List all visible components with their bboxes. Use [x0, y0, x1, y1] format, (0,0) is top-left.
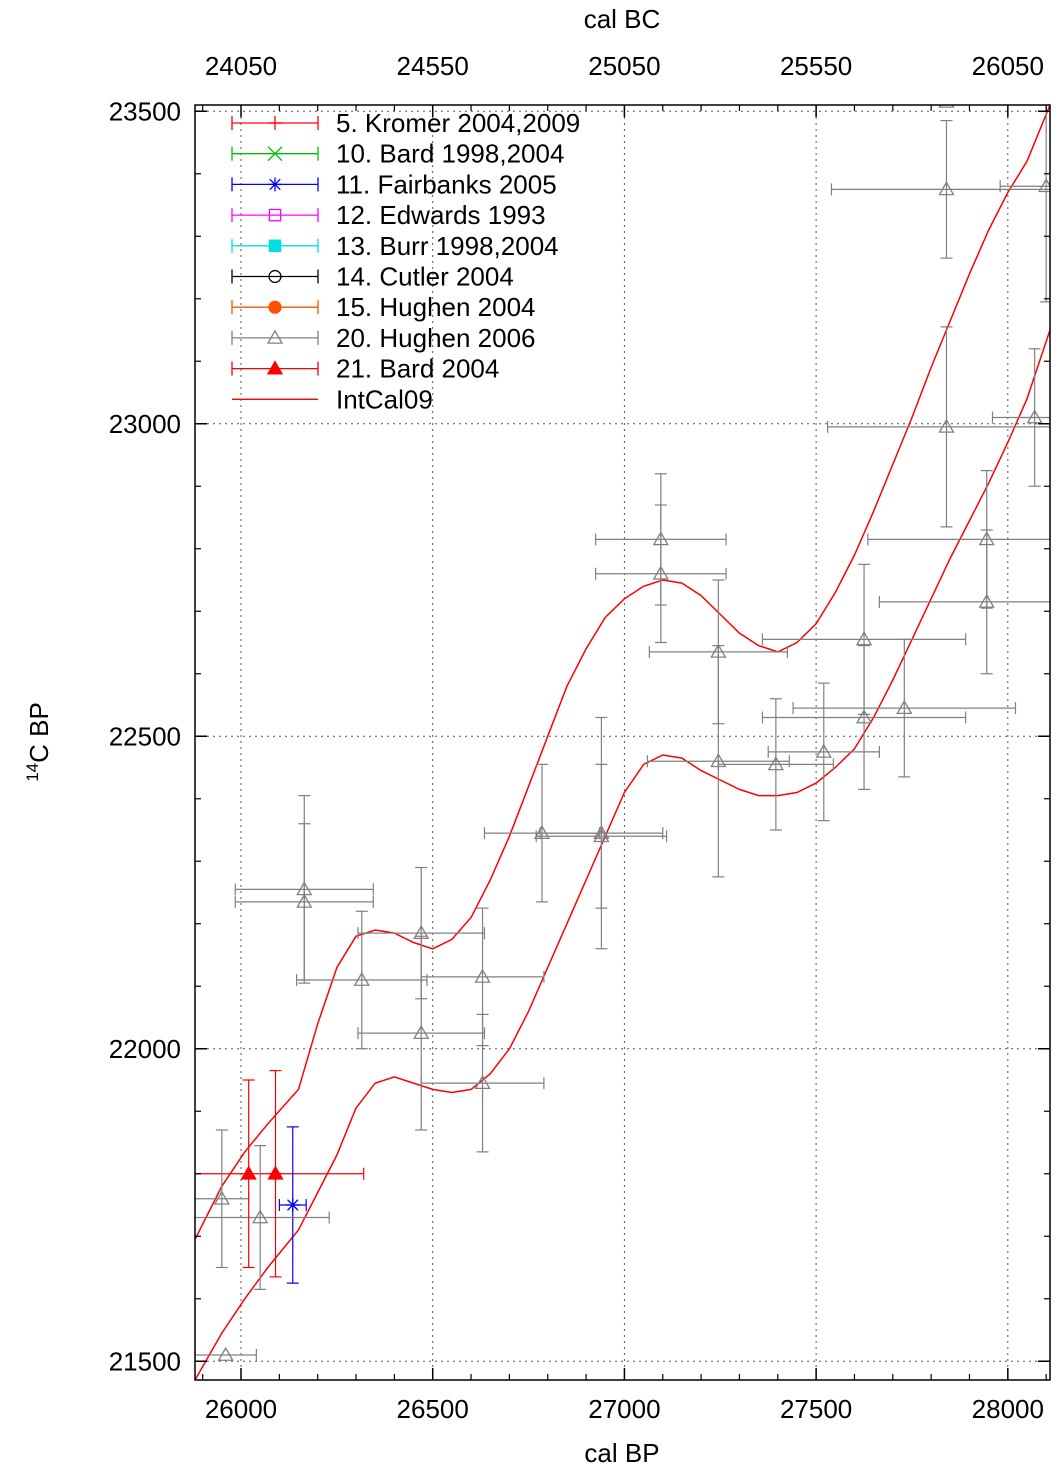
y-tick-label: 22000 [109, 1034, 181, 1064]
point-marker-triangle [217, 1346, 234, 1361]
grid-lines [195, 105, 1050, 1380]
legend-label: 5. Kromer 2004,2009 [336, 108, 580, 138]
x-tick-label: 26000 [205, 1394, 277, 1424]
x2-tick-labels: 24050 24550 25050 25550 26050 [205, 51, 1044, 81]
x2-tick-label: 25550 [780, 51, 852, 81]
intcal09-curves [195, 105, 1050, 1380]
x-tick-label: 26500 [397, 1394, 469, 1424]
legend-entry: 11. Fairbanks 2005 [231, 169, 557, 199]
intcal09-curve [195, 329, 1050, 1380]
series-group [278, 1126, 307, 1284]
x2-tick-label: 25050 [588, 51, 660, 81]
y-tick-label: 23000 [109, 409, 181, 439]
point-marker-triangle [474, 1074, 491, 1090]
point-marker-triangle [533, 824, 551, 840]
point-marker-triangle [267, 1165, 284, 1180]
y-tick-label: 21500 [109, 1346, 181, 1376]
point-marker-triangle [266, 329, 284, 344]
point-marker-circle [268, 300, 282, 314]
point-marker-triangle [855, 709, 873, 724]
point-marker-triangle [652, 565, 669, 580]
legend-entry: 12. Edwards 1993 [231, 200, 546, 230]
x2-axis-title: cal BC [584, 4, 661, 34]
point-marker-triangle [978, 593, 995, 608]
plot-frame [194, 104, 1051, 1381]
y-axis-title-main: C BP [24, 702, 54, 763]
x2-tick-label: 24550 [397, 51, 469, 81]
x-tick-label: 28000 [972, 1394, 1044, 1424]
legend-entry: 13. Burr 1998,2004 [231, 231, 559, 261]
point-marker-square [268, 239, 282, 253]
legend-label: 15. Hughen 2004 [336, 292, 536, 322]
legend-entry: 15. Hughen 2004 [231, 292, 536, 322]
point-marker-star-d2 [269, 178, 281, 191]
point-marker-triangle [213, 1190, 230, 1205]
series-group [195, 105, 1050, 1361]
point-marker-triangle [353, 971, 370, 986]
data-points [195, 105, 1050, 1361]
y-tick-label: 22500 [109, 721, 181, 751]
legend-entry: 5. Kromer 2004,2009 [231, 108, 580, 138]
legend-label: 13. Burr 1998,2004 [336, 231, 559, 261]
legend-label: 20. Hughen 2006 [336, 323, 536, 353]
x-tick-label: 27000 [588, 1394, 660, 1424]
legend-entry: 21. Bard 2004 [231, 354, 499, 384]
point-marker-star-d2 [287, 1199, 299, 1211]
intcal09-curve [195, 105, 1050, 1240]
x-tick-label: 27500 [780, 1394, 852, 1424]
y-axis-title: 14C BP [23, 702, 54, 782]
point-marker-triangle [855, 631, 873, 646]
x-axis-title: cal BP [584, 1438, 659, 1468]
legend-label: 14. Cutler 2004 [336, 262, 514, 292]
x2-tick-label: 24050 [205, 51, 277, 81]
y-tick-label: 23500 [109, 96, 181, 126]
legend-entry: IntCal09 [232, 384, 433, 414]
legend-label: 21. Bard 2004 [336, 354, 499, 384]
point-marker-triangle [938, 105, 955, 108]
x2-tick-label: 26050 [972, 51, 1044, 81]
point-marker-triangle [815, 743, 832, 758]
point-marker-triangle [252, 1209, 269, 1224]
point-marker-triangle [413, 1024, 430, 1040]
point-marker-triangle [266, 360, 284, 375]
point-marker-triangle [938, 181, 955, 196]
point-marker-triangle [938, 418, 955, 433]
y-tick-labels: 21500 22000 22500 23000 23500 [109, 96, 181, 1376]
point-marker-circle [268, 269, 282, 284]
point-marker-triangle [593, 827, 610, 843]
point-marker-triangle [1026, 409, 1043, 424]
point-marker-triangle [240, 1165, 257, 1180]
point-marker-cross-b [267, 146, 283, 162]
legend-label: 10. Bard 1998,2004 [336, 139, 564, 169]
point-marker-triangle [767, 756, 784, 771]
x-tick-labels: 26000 26500 27000 27500 28000 [205, 1394, 1044, 1424]
series-group [240, 1070, 284, 1278]
y-axis-title-superscript: 14 [23, 763, 42, 782]
legend-entry: 14. Cutler 2004 [231, 262, 514, 292]
axis-ticks [195, 105, 1050, 1380]
point-marker-triangle [896, 699, 913, 715]
point-marker-triangle [474, 968, 491, 983]
legend-label: 12. Edwards 1993 [336, 200, 546, 230]
point-marker-triangle [296, 893, 313, 908]
legend-label: IntCal09 [336, 384, 433, 414]
legend-entry: 20. Hughen 2006 [231, 323, 536, 353]
legend-entry: 10. Bard 1998,2004 [231, 139, 564, 169]
legend-label: 11. Fairbanks 2005 [336, 169, 557, 199]
point-marker-square [268, 208, 282, 222]
